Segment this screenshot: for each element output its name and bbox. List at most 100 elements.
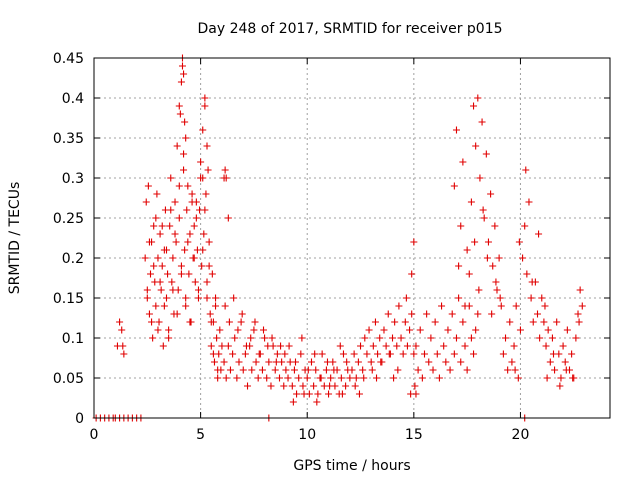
data-point xyxy=(209,350,217,358)
data-point xyxy=(154,254,162,262)
data-point xyxy=(546,358,554,366)
data-point xyxy=(143,286,151,294)
data-point xyxy=(177,262,185,270)
chart-title: Day 248 of 2017, SRMTID for receiver p01… xyxy=(197,21,502,37)
data-point xyxy=(435,374,443,382)
data-point xyxy=(216,326,224,334)
data-point xyxy=(475,286,483,294)
data-point xyxy=(313,398,321,406)
data-point xyxy=(536,334,544,342)
data-point xyxy=(199,126,207,134)
data-point xyxy=(214,366,222,374)
data-point xyxy=(145,238,153,246)
data-point xyxy=(282,366,290,374)
data-point xyxy=(457,358,465,366)
data-point xyxy=(165,326,173,334)
data-point xyxy=(264,342,272,350)
data-point xyxy=(371,318,379,326)
data-point xyxy=(248,366,256,374)
data-point xyxy=(380,326,388,334)
data-point xyxy=(265,358,273,366)
data-point xyxy=(261,334,269,342)
data-point xyxy=(303,374,311,382)
data-point xyxy=(173,310,181,318)
data-point xyxy=(357,342,365,350)
data-point xyxy=(180,70,188,78)
data-point xyxy=(176,110,184,118)
data-point xyxy=(461,342,469,350)
data-point xyxy=(399,350,407,358)
data-point xyxy=(225,318,233,326)
data-point xyxy=(207,342,215,350)
data-point xyxy=(360,374,368,382)
data-point xyxy=(247,334,255,342)
data-point xyxy=(442,358,450,366)
data-point xyxy=(252,358,260,366)
data-point xyxy=(397,334,405,342)
data-point xyxy=(203,142,211,150)
data-point xyxy=(514,374,522,382)
data-point xyxy=(528,278,536,286)
data-point xyxy=(148,318,156,326)
data-point xyxy=(506,318,514,326)
data-point xyxy=(203,294,211,302)
data-point xyxy=(492,278,500,286)
data-point xyxy=(200,230,208,238)
data-point xyxy=(394,366,402,374)
data-point xyxy=(574,310,582,318)
data-point xyxy=(154,326,162,334)
data-point xyxy=(201,102,209,110)
y-tick-label: 0.1 xyxy=(62,331,84,347)
data-point xyxy=(377,358,385,366)
data-point xyxy=(521,222,529,230)
data-point xyxy=(472,326,480,334)
data-point xyxy=(425,358,433,366)
data-point xyxy=(218,342,226,350)
data-point xyxy=(288,382,296,390)
data-point xyxy=(276,374,284,382)
data-point xyxy=(255,350,263,358)
data-point xyxy=(496,294,504,302)
data-point xyxy=(182,134,190,142)
data-point xyxy=(258,366,266,374)
data-point xyxy=(470,350,478,358)
data-point xyxy=(220,174,228,182)
data-point xyxy=(120,350,128,358)
data-point xyxy=(172,238,180,246)
data-point xyxy=(254,374,262,382)
data-point xyxy=(226,366,234,374)
data-point xyxy=(175,102,183,110)
data-point xyxy=(212,294,220,302)
data-point xyxy=(175,182,183,190)
data-point xyxy=(374,350,382,358)
data-point xyxy=(438,302,446,310)
data-point xyxy=(263,374,271,382)
data-point xyxy=(153,190,161,198)
data-point xyxy=(390,374,398,382)
data-point xyxy=(119,342,127,350)
data-point xyxy=(162,294,170,302)
data-point xyxy=(191,278,199,286)
plot-frame xyxy=(93,57,611,419)
data-point xyxy=(298,334,306,342)
data-point xyxy=(488,310,496,318)
data-point xyxy=(327,374,335,382)
data-point xyxy=(164,270,172,278)
data-point xyxy=(251,318,259,326)
data-point xyxy=(177,270,185,278)
data-point xyxy=(391,318,399,326)
data-point xyxy=(158,262,166,270)
data-point xyxy=(156,230,164,238)
data-point xyxy=(538,294,546,302)
data-point xyxy=(181,118,189,126)
data-point xyxy=(268,334,276,342)
data-point xyxy=(444,326,452,334)
data-point xyxy=(143,294,151,302)
data-point xyxy=(455,262,463,270)
data-point xyxy=(368,366,376,374)
data-point xyxy=(393,342,401,350)
data-point xyxy=(210,358,218,366)
y-tick-label: 0.2 xyxy=(62,251,84,267)
data-point xyxy=(311,350,319,358)
data-point xyxy=(467,198,475,206)
